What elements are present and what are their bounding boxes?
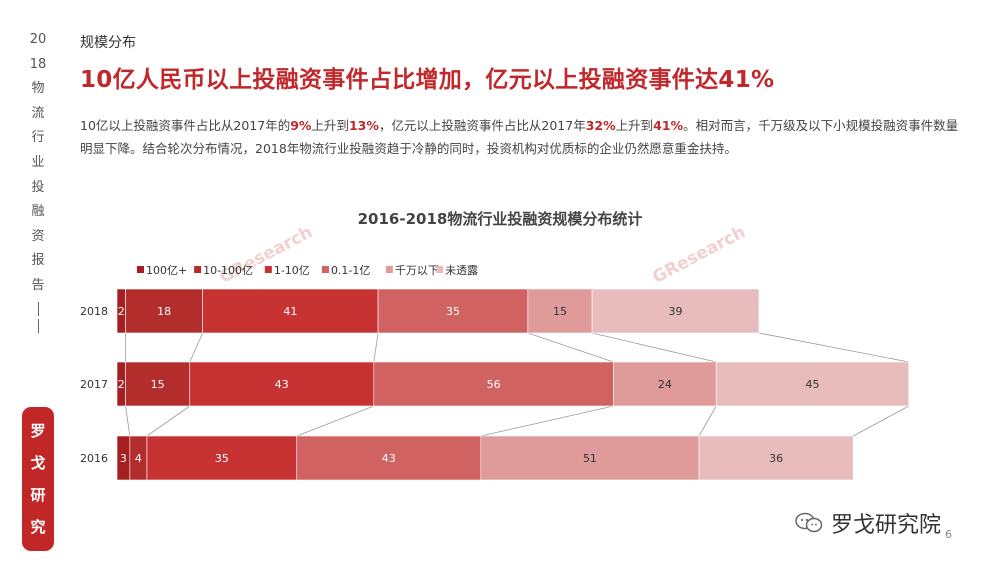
legend-label: 0.1-1亿 [331,264,370,277]
legend-label: 未透露 [445,264,478,277]
bar-segment [189,361,375,407]
highlight-value: 13% [348,118,379,133]
sidebar-char: 物 [31,81,45,97]
sidebar-divider [37,318,39,333]
bar-segment [613,361,717,407]
category-label: 2016 [80,452,108,465]
data-label: 43 [382,452,396,465]
legend-label: 100亿+ [146,264,187,277]
bar-segment [202,288,379,334]
bar-segment [698,435,854,481]
highlight-value: 41% [653,118,684,133]
data-label: 41 [283,305,297,318]
legend-swatch [264,266,272,273]
bar-segment [125,288,203,334]
bar-segment [377,288,529,334]
bar-segment [125,361,191,407]
data-label: 45 [806,378,820,391]
data-label: 4 [135,452,142,465]
data-label: 35 [215,452,229,465]
badge-char: 罗 [30,421,46,440]
sidebar-char: 融 [31,204,45,220]
category-label: 2017 [80,378,108,391]
page-title: 10亿人民币以上投融资事件占比增加，亿元以上投融资事件达41% [80,67,775,93]
legend-swatch [385,266,393,273]
data-label: 51 [583,452,597,465]
sidebar-char: 流 [31,105,45,121]
sidebar-char: 报 [31,253,45,269]
bar-segment [591,288,760,334]
data-label: 36 [769,452,783,465]
highlight-value: 9% [290,118,312,133]
data-label: 2 [118,378,125,391]
legend-swatch [436,266,444,273]
data-label: 15 [151,378,165,391]
chart-title: 2016-2018物流行业投融资规模分布统计 [357,210,643,228]
legend-swatch [137,266,144,273]
badge-char: 戈 [30,453,46,472]
legend-swatch [321,266,329,273]
bar-segment [527,288,593,334]
description-paragraph: 10亿以上投融资事件占比从2017年的9%上升到13%，亿元以上投融资事件占比从… [80,114,960,160]
sidebar: 20 18 物 流 行 业 投 融 资 报 告 [22,28,54,336]
data-label: 39 [669,305,683,318]
sidebar-divider [37,301,39,316]
sidebar-char: 投 [31,179,45,195]
wechat-account-name: 罗戈研究院 [831,513,942,538]
desc-text: 10亿以上投融资事件占比从2017年的 [80,118,291,133]
data-label: 2 [118,305,125,318]
data-label: 18 [157,305,171,318]
data-label: 15 [553,305,567,318]
sidebar-char: 业 [31,154,45,170]
bar-segment [715,361,910,407]
wechat-account: 罗戈研究院 [795,507,941,539]
legend-label: 千万以下 [395,264,439,277]
sidebar-vertical-title: 20 18 物 流 行 业 投 融 资 报 告 [22,28,54,299]
badge-char: 究 [30,517,46,536]
connector-line [698,405,717,437]
sidebar-char: 行 [31,130,45,146]
category-label: 2018 [80,305,108,318]
sidebar-char: 资 [31,228,45,244]
connector-line [125,405,131,437]
sidebar-char: 告 [31,277,45,293]
bar-segment [373,361,614,407]
desc-text: 。相对而言，千万级及以下小规模投融资事件数量明显下降。结合轮次分布情况，2018… [80,118,959,156]
connector-line [758,332,909,363]
connector-line [146,405,190,437]
data-label: 43 [275,378,289,391]
connector-line [296,405,374,437]
highlight-value: 32% [585,118,616,133]
desc-text: 上升到 [311,118,349,133]
connector-line [480,405,614,437]
connector-line [373,332,379,363]
data-label: 35 [446,305,460,318]
connector-line [527,332,614,363]
sidebar-char: 20 [29,32,47,47]
desc-text: 上升到 [615,118,654,133]
data-label: 24 [658,378,672,391]
bar-segment [296,435,482,481]
connector-line [852,405,909,437]
sidebar-char: 18 [29,56,47,72]
page-number: 6 [945,528,952,541]
desc-text: ，亿元以上投融资事件占比从2017年 [378,118,586,133]
data-label: 3 [120,452,127,465]
badge-char: 研 [30,485,46,504]
bar-segment [146,435,298,481]
data-label: 56 [487,378,501,391]
legend-label: 1-10亿 [274,264,310,277]
legend-swatch [194,266,202,273]
legend-label: 10-100亿 [203,264,253,277]
connector-line [591,332,717,363]
brand-badge: 罗 戈 研 究 [22,407,54,551]
section-label: 规模分布 [80,35,136,51]
bar-segment [480,435,700,481]
wechat-icon [795,512,823,533]
connector-line [189,332,203,363]
